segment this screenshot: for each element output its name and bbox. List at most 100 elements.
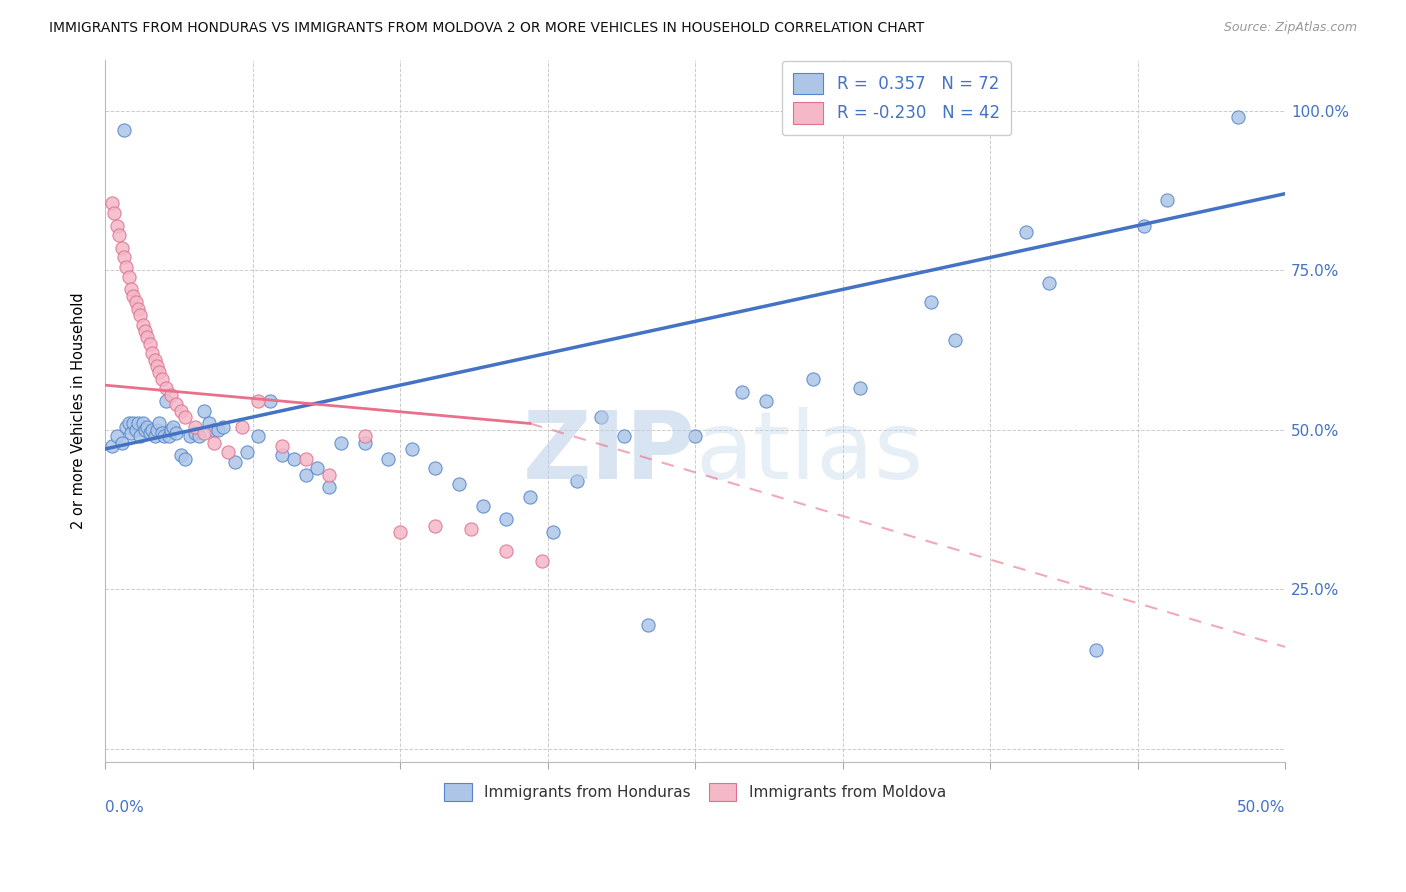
Point: [495, 544, 517, 558]
Point: [115, 260, 138, 274]
Point: [162, 419, 184, 434]
Point: [165, 425, 187, 440]
Point: [193, 425, 215, 440]
Point: [120, 425, 142, 440]
Point: [849, 381, 872, 395]
Point: [134, 423, 156, 437]
Point: [155, 381, 177, 395]
Point: [124, 423, 146, 437]
Point: [920, 295, 942, 310]
Point: [150, 372, 173, 386]
Point: [150, 425, 173, 440]
Point: [1038, 276, 1060, 290]
Point: [449, 477, 471, 491]
Point: [271, 449, 294, 463]
Point: [683, 429, 706, 443]
Text: IMMIGRANTS FROM HONDURAS VS IMMIGRANTS FROM MOLDOVA 2 OR MORE VEHICLES IN HOUSEH: IMMIGRANTS FROM HONDURAS VS IMMIGRANTS F…: [49, 21, 925, 35]
Point: [613, 429, 636, 443]
Point: [122, 417, 145, 431]
Point: [425, 461, 447, 475]
Point: [198, 417, 221, 431]
Point: [307, 461, 329, 475]
Point: [127, 417, 149, 431]
Y-axis label: 2 or more Vehicles in Household: 2 or more Vehicles in Household: [72, 293, 86, 529]
Point: [637, 617, 659, 632]
Point: [460, 522, 482, 536]
Point: [146, 423, 169, 437]
Point: [157, 429, 180, 443]
Point: [153, 429, 176, 443]
Point: [105, 219, 128, 233]
Point: [565, 474, 588, 488]
Point: [179, 429, 201, 443]
Point: [1014, 225, 1036, 239]
Point: [1085, 643, 1108, 657]
Point: [101, 196, 124, 211]
Point: [294, 451, 316, 466]
Point: [294, 467, 316, 482]
Point: [139, 336, 162, 351]
Point: [224, 455, 246, 469]
Point: [174, 451, 197, 466]
Point: [124, 295, 146, 310]
Point: [141, 346, 163, 360]
Point: [105, 429, 128, 443]
Point: [235, 445, 257, 459]
Point: [271, 439, 294, 453]
Point: [318, 467, 340, 482]
Point: [212, 419, 235, 434]
Point: [231, 419, 253, 434]
Point: [217, 445, 239, 459]
Text: 50.0%: 50.0%: [1237, 800, 1285, 815]
Point: [101, 439, 124, 453]
Point: [259, 394, 281, 409]
Point: [136, 330, 159, 344]
Point: [143, 429, 166, 443]
Legend: Immigrants from Honduras, Immigrants from Moldova: Immigrants from Honduras, Immigrants fro…: [439, 777, 952, 806]
Point: [389, 524, 412, 539]
Point: [127, 301, 149, 316]
Point: [589, 410, 612, 425]
Point: [425, 518, 447, 533]
Point: [120, 282, 142, 296]
Point: [401, 442, 423, 456]
Point: [160, 423, 183, 437]
Point: [169, 403, 191, 417]
Point: [160, 388, 183, 402]
Text: atlas: atlas: [695, 407, 924, 499]
Point: [112, 123, 135, 137]
Point: [129, 429, 152, 443]
Point: [165, 397, 187, 411]
Point: [519, 490, 541, 504]
Point: [132, 318, 155, 332]
Point: [146, 359, 169, 373]
Point: [530, 554, 553, 568]
Point: [148, 417, 170, 431]
Point: [731, 384, 754, 399]
Point: [155, 394, 177, 409]
Point: [1132, 219, 1154, 233]
Point: [495, 512, 517, 526]
Point: [247, 429, 270, 443]
Point: [139, 425, 162, 440]
Text: Source: ZipAtlas.com: Source: ZipAtlas.com: [1223, 21, 1357, 34]
Point: [318, 480, 340, 494]
Point: [110, 435, 132, 450]
Point: [132, 417, 155, 431]
Point: [134, 324, 156, 338]
Point: [143, 352, 166, 367]
Point: [129, 308, 152, 322]
Point: [283, 451, 305, 466]
Point: [169, 449, 191, 463]
Text: ZIP: ZIP: [522, 407, 695, 499]
Point: [471, 500, 494, 514]
Point: [801, 372, 824, 386]
Point: [183, 419, 205, 434]
Point: [110, 241, 132, 255]
Point: [148, 365, 170, 379]
Point: [122, 289, 145, 303]
Point: [353, 429, 375, 443]
Point: [141, 423, 163, 437]
Point: [202, 435, 225, 450]
Point: [202, 423, 225, 437]
